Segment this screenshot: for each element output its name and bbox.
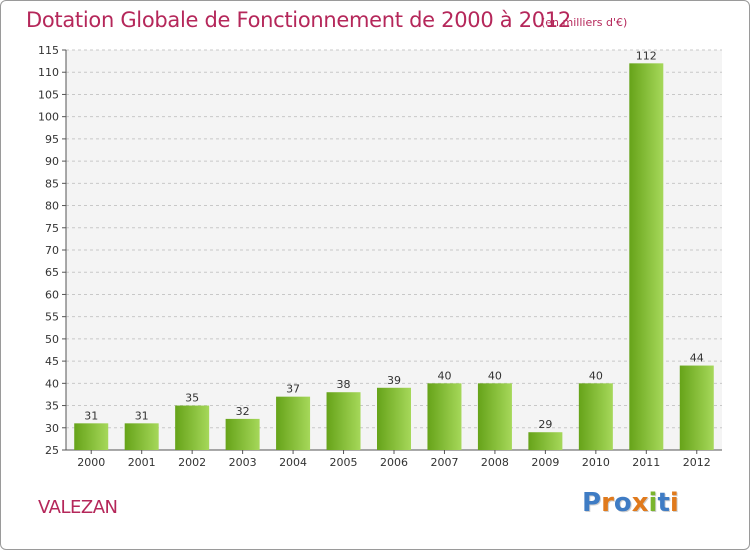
y-tick-label: 50 <box>45 333 59 346</box>
bar-value-label: 37 <box>286 383 300 396</box>
logo-letter: o <box>613 488 632 518</box>
x-tick-label: 2002 <box>178 456 206 469</box>
bar-value-label: 31 <box>84 409 98 422</box>
y-tick-label: 55 <box>45 311 59 324</box>
bar <box>578 383 613 450</box>
bar-value-label: 39 <box>387 374 401 387</box>
chart-subtitle: (en milliers d'€) <box>541 16 628 29</box>
chart-title: Dotation Globale de Fonctionnement de 20… <box>26 8 571 32</box>
bar-value-label: 29 <box>538 418 552 431</box>
y-tick-label: 40 <box>45 377 59 390</box>
bar-value-label: 44 <box>690 352 704 365</box>
logo-letter: i <box>648 488 658 518</box>
plot-area: 25 30 35 40 45 50 55 60 65 70 75 80 85 90 95 100 105 110 1… <box>38 44 722 469</box>
bar <box>427 383 462 450</box>
bar-value-label: 40 <box>437 369 451 382</box>
y-tick-label: 30 <box>45 422 59 435</box>
bar-value-label: 38 <box>337 378 351 391</box>
bar <box>377 387 411 450</box>
y-tick-label: 85 <box>45 177 59 190</box>
commune-name: VALEZAN <box>38 497 118 518</box>
x-tick-label: 2009 <box>531 456 559 469</box>
y-tick-label: 35 <box>45 400 59 413</box>
x-tick-label: 2003 <box>229 456 257 469</box>
bar-value-label: 40 <box>488 369 502 382</box>
y-tick-label: 110 <box>38 66 59 79</box>
bar-value-label: 31 <box>135 409 149 422</box>
x-tick-label: 2008 <box>481 456 509 469</box>
x-tick-label: 2007 <box>430 456 458 469</box>
logo-letter: x <box>631 488 649 518</box>
y-tick-label: 25 <box>45 444 59 457</box>
y-tick-label: 65 <box>45 266 59 279</box>
x-tick-label: 2010 <box>582 456 610 469</box>
y-tick-label: 60 <box>45 288 59 301</box>
x-tick-label: 2001 <box>128 456 156 469</box>
bar-value-label: 112 <box>636 49 657 62</box>
x-tick-label: 2000 <box>77 456 105 469</box>
logo-letter: i <box>669 488 679 518</box>
bar-value-label: 32 <box>236 405 250 418</box>
y-tick-label: 70 <box>45 244 59 257</box>
bar <box>175 405 210 450</box>
logo-letter: P <box>582 488 602 518</box>
y-tick-label: 80 <box>45 200 59 213</box>
x-tick-label: 2012 <box>683 456 711 469</box>
y-tick-label: 100 <box>38 111 59 124</box>
y-tick-label: 75 <box>45 222 59 235</box>
bar <box>326 392 361 450</box>
bar-value-label: 35 <box>185 392 199 405</box>
bar <box>74 423 109 450</box>
logo-letter: t <box>657 488 670 518</box>
y-tick-label: 105 <box>38 88 59 101</box>
x-tick-label: 2006 <box>380 456 408 469</box>
y-tick-label: 45 <box>45 355 59 368</box>
y-tick-label: 95 <box>45 133 59 146</box>
x-tick-label: 2005 <box>330 456 358 469</box>
proxiti-logo: Proxiti <box>582 488 679 518</box>
bar <box>679 365 714 450</box>
y-tick-label: 115 <box>38 44 59 57</box>
bar <box>276 396 311 450</box>
bar <box>225 418 260 450</box>
bar <box>124 423 159 450</box>
bar <box>629 63 664 450</box>
x-tick-label: 2011 <box>632 456 660 469</box>
logo-letter: r <box>601 488 614 518</box>
bar-value-label: 40 <box>589 369 603 382</box>
bar <box>477 383 512 450</box>
y-tick-label: 90 <box>45 155 59 168</box>
x-tick-label: 2004 <box>279 456 307 469</box>
bar <box>528 432 563 450</box>
